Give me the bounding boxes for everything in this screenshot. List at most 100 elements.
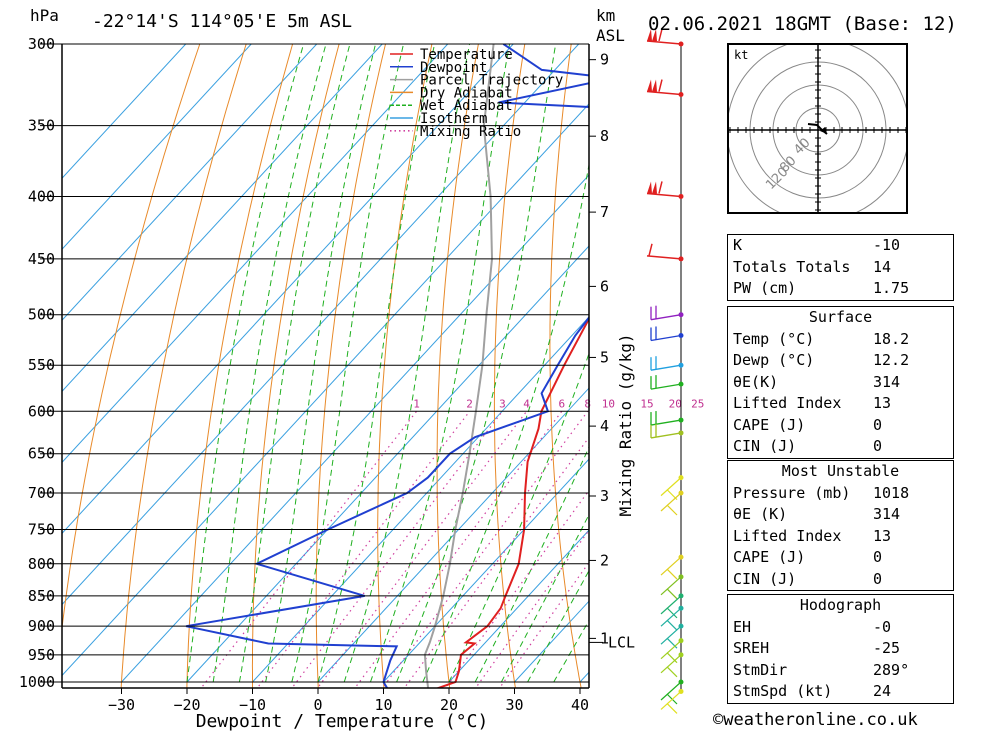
wind-barb-pennant	[652, 79, 657, 92]
wind-barb-shaft	[650, 314, 682, 321]
stat-row: K -10	[728, 235, 953, 257]
pressure-tick-label: 450	[28, 250, 55, 268]
mixing-ratio-line	[200, 410, 418, 688]
wind-barb	[646, 243, 684, 262]
stat-label: Lifted Index	[733, 394, 842, 412]
wet-adiabat-line	[212, 44, 327, 683]
stat-row: Totals Totals 14	[728, 257, 953, 279]
stat-label: θE(K)	[733, 372, 779, 391]
hodograph-ring-label: 40	[791, 136, 813, 158]
pressure-tick-label: 350	[28, 117, 55, 135]
height-tick-label: 9	[600, 51, 609, 69]
wind-barb-pennant	[652, 181, 657, 194]
stat-value: 0	[873, 548, 883, 566]
wind-barb	[650, 411, 684, 426]
stat-value: 12.2	[873, 351, 910, 369]
isotherm-line	[383, 458, 589, 683]
wind-barb-shaft	[650, 383, 682, 390]
mixing-ratio-label: 2	[466, 397, 473, 410]
stat-row: θE (K) 314	[728, 504, 953, 526]
wind-barb	[660, 605, 684, 631]
wet-adiabat-line	[474, 446, 589, 683]
wind-barb-shaft	[660, 625, 682, 645]
wind-barb-flag	[658, 79, 663, 92]
stat-value: 289°	[873, 660, 910, 679]
wind-barb-shaft	[660, 492, 682, 512]
wet-adiabat-line	[500, 513, 589, 683]
footer-credit: ©weatheronline.co.uk	[713, 710, 918, 730]
pressure-tick-label: 400	[28, 187, 55, 205]
stat-row: CAPE (J) 0	[728, 547, 953, 569]
indices-panel: K -10 Totals Totals 14 PW (cm) 1.75	[727, 234, 954, 301]
mixing-ratio-label: 10	[602, 397, 615, 410]
wind-barb	[660, 554, 684, 580]
wind-barb-shaft	[650, 432, 682, 439]
wind-barb-pennant	[652, 29, 657, 41]
wind-barb-shaft	[660, 654, 682, 674]
wind-barb	[650, 326, 684, 342]
wind-barb	[660, 574, 684, 600]
legend-label: Parcel Trajectory	[420, 73, 563, 89]
wind-barb	[646, 79, 684, 98]
dry-adiabat-line	[251, 44, 340, 688]
wind-barb-flag	[666, 607, 678, 619]
pressure-tick-label: 850	[28, 587, 55, 605]
dry-adiabat-line	[436, 44, 479, 688]
height-unit-label: km	[596, 6, 615, 25]
mixing-ratio-label: 6	[559, 397, 566, 410]
mixing-ratio-line	[444, 489, 589, 688]
mixing-ratio-line	[403, 436, 589, 688]
isotherm-line	[62, 103, 589, 677]
stat-row: CIN (J) 0	[728, 436, 953, 458]
mixing-ratio-line	[256, 410, 471, 688]
wind-barb-shaft	[646, 192, 682, 198]
stat-value: -25	[873, 639, 901, 657]
wet-adiabat-line	[317, 44, 436, 683]
most-unstable-panel: Most Unstable Pressure (mb) 1018 θE (K) 314…	[727, 460, 954, 591]
datetime-title: 02.06.2021 18GMT (Base: 12)	[648, 13, 957, 35]
pressure-tick-label: 550	[28, 356, 55, 374]
stat-label: K	[733, 236, 743, 254]
wind-barb	[660, 638, 684, 664]
wind-barb-flag	[658, 181, 663, 194]
mixing-ratio-lines	[200, 410, 589, 688]
location-title: -22°14'S 114°05'E 5m ASL	[92, 11, 352, 32]
mixing-ratio-axis-label: Mixing Ratio (g/kg)	[616, 333, 635, 516]
wind-barb-pennant	[647, 181, 652, 194]
stat-label: CAPE (J)	[733, 548, 806, 566]
stat-value: 0	[873, 569, 883, 588]
wind-barb-flag	[666, 619, 678, 631]
dry-adiabat-line	[988, 26, 1000, 708]
surface-title: Surface	[808, 308, 873, 326]
profile-series	[185, 44, 589, 688]
hodograph-stats-panel: Hodograph EH -0 SREH -25 StmDir 289° StmSpd (k…	[727, 594, 954, 704]
wind-barb	[646, 28, 684, 47]
pressure-tick-label: 600	[28, 402, 55, 420]
legend-label: Dry Adiabat	[420, 85, 513, 101]
surface-panel: Surface Temp (°C) 18.2 Dewp (°C) 12.2 θE(K) 3…	[727, 306, 954, 459]
stat-value: 14	[873, 257, 892, 276]
dry-adiabat-line	[377, 44, 433, 688]
wind-barb-shaft	[660, 556, 682, 576]
wind-barb-pennant	[647, 79, 652, 92]
dry-adiabat-line	[62, 44, 201, 633]
stat-value: 1.75	[873, 279, 910, 297]
legend-label: Isotherm	[420, 111, 487, 127]
stat-row: Lifted Index 13	[728, 393, 953, 415]
most-unstable-title: Most Unstable	[781, 462, 900, 480]
stat-label: PW (cm)	[733, 279, 797, 297]
stat-label: StmDir	[733, 660, 788, 679]
wind-barb-flag	[666, 703, 678, 714]
height-tick-label: 2	[600, 551, 609, 569]
stat-value: -10	[873, 236, 901, 254]
dry-adiabat-line	[186, 44, 294, 688]
stat-value: 24	[873, 682, 892, 700]
isotherm-line	[121, 174, 589, 683]
wind-barb	[650, 423, 684, 439]
legend-label: Wet Adiabat	[420, 98, 513, 114]
dry-adiabats	[62, 26, 1000, 708]
pressure-tick-label: 950	[28, 646, 55, 664]
